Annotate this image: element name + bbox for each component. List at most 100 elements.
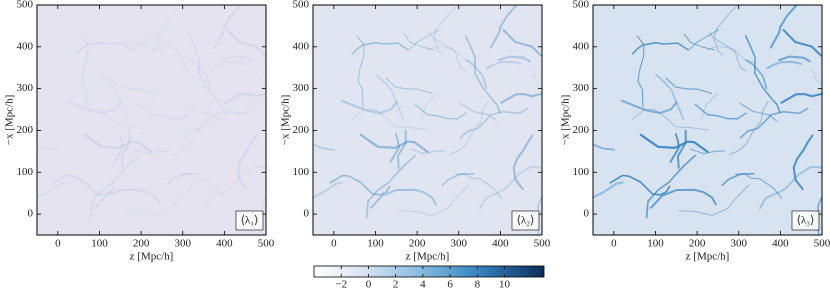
- x-tick-label: 500: [814, 238, 830, 250]
- filament: [133, 148, 170, 155]
- filament: [676, 129, 687, 169]
- colorbar-tick-label: −2: [335, 279, 347, 290]
- filament: [744, 35, 781, 114]
- colorbar-tick-label: 0: [366, 279, 372, 290]
- x-tick-label: 500: [534, 238, 551, 250]
- colorbar-tick-label: 2: [393, 279, 399, 290]
- filament: [37, 215, 38, 219]
- filament: [792, 134, 814, 191]
- filament: [398, 184, 470, 217]
- filament: [486, 60, 523, 70]
- filament: [620, 99, 678, 115]
- filament: [75, 41, 134, 55]
- filament: [122, 184, 194, 217]
- filament: [202, 165, 266, 210]
- filament: [428, 32, 467, 72]
- filament: [365, 154, 416, 219]
- x-tick-label: 300: [174, 238, 191, 250]
- y-tick-label: 200: [573, 124, 590, 136]
- annotation-box: [511, 210, 540, 231]
- filament: [183, 102, 222, 122]
- filament: [464, 35, 501, 114]
- filament: [213, 5, 243, 49]
- colorbar-tick-label: 4: [420, 279, 426, 290]
- filament: [745, 59, 768, 90]
- filament: [441, 172, 475, 186]
- filament: [144, 93, 163, 120]
- y-axis-label: −x [Mpc/h]: [280, 95, 292, 146]
- annotation-box: [235, 210, 264, 231]
- filament: [426, 45, 476, 64]
- filament: [385, 77, 433, 94]
- filament: [179, 173, 227, 199]
- x-tick-label: 300: [450, 238, 467, 250]
- filament: [226, 29, 266, 57]
- filament: [420, 93, 439, 120]
- panel-annotation: ⟨λ₃⟩: [797, 215, 815, 227]
- filament: [465, 59, 488, 90]
- y-tick-label: 300: [17, 82, 34, 94]
- filament: [645, 154, 696, 219]
- filament: [236, 134, 258, 191]
- y-tick-label: 400: [293, 40, 310, 52]
- y-tick-label: 500: [573, 0, 590, 11]
- filament: [455, 173, 503, 199]
- filament: [189, 59, 212, 90]
- filament: [609, 174, 671, 196]
- heatmap-background: [593, 5, 822, 235]
- y-axis-label: −x [Mpc/h]: [560, 95, 572, 146]
- x-axis-label: z [Mpc/h]: [406, 251, 450, 263]
- filament: [120, 129, 131, 169]
- colorbar-tick-label: 6: [447, 279, 453, 290]
- filament: [706, 45, 756, 64]
- filament: [735, 173, 783, 199]
- filament: [75, 109, 153, 131]
- y-tick-label: 400: [17, 40, 34, 52]
- filament: [728, 101, 769, 156]
- filament: [210, 60, 247, 70]
- y-tick-label: 500: [293, 0, 310, 11]
- x-tick-label: 200: [689, 238, 706, 250]
- filament: [414, 103, 467, 120]
- filament: [593, 215, 594, 219]
- filament: [459, 107, 529, 139]
- y-tick-label: 100: [293, 166, 310, 178]
- filament: [109, 77, 157, 94]
- filament: [409, 148, 446, 155]
- filament: [739, 102, 778, 122]
- x-axis-label: z [Mpc/h]: [130, 251, 174, 263]
- filament: [433, 5, 458, 56]
- plot-frame: [312, 4, 543, 236]
- filament: [370, 188, 437, 209]
- filament: [631, 109, 709, 131]
- colorbar: [313, 265, 545, 278]
- y-tick-label: 500: [17, 0, 34, 11]
- filament: [631, 41, 690, 55]
- x-tick-label: 100: [91, 238, 108, 250]
- filament: [340, 99, 398, 115]
- x-tick-label: 200: [133, 238, 150, 250]
- filament: [172, 101, 213, 156]
- filament: [478, 165, 542, 210]
- filament: [37, 181, 68, 199]
- filament: [222, 55, 255, 63]
- plot-frame: [36, 4, 267, 236]
- y-tick-label: 0: [28, 208, 34, 220]
- filament: [224, 92, 266, 104]
- filament: [593, 181, 624, 199]
- filament: [489, 5, 519, 49]
- filament: [758, 165, 822, 210]
- filament: [678, 184, 750, 217]
- x-tick-label: 200: [409, 238, 426, 250]
- y-axis-label: −x [Mpc/h]: [4, 95, 16, 146]
- plot-frame: [592, 4, 823, 236]
- filament: [778, 55, 811, 63]
- filament: [359, 133, 429, 153]
- annotation-box: [791, 210, 820, 231]
- y-tick-label: 0: [584, 208, 590, 220]
- panel-annotation: ⟨λ₂⟩: [517, 215, 535, 227]
- filament: [157, 5, 182, 56]
- filament: [53, 174, 115, 196]
- filament: [188, 35, 225, 114]
